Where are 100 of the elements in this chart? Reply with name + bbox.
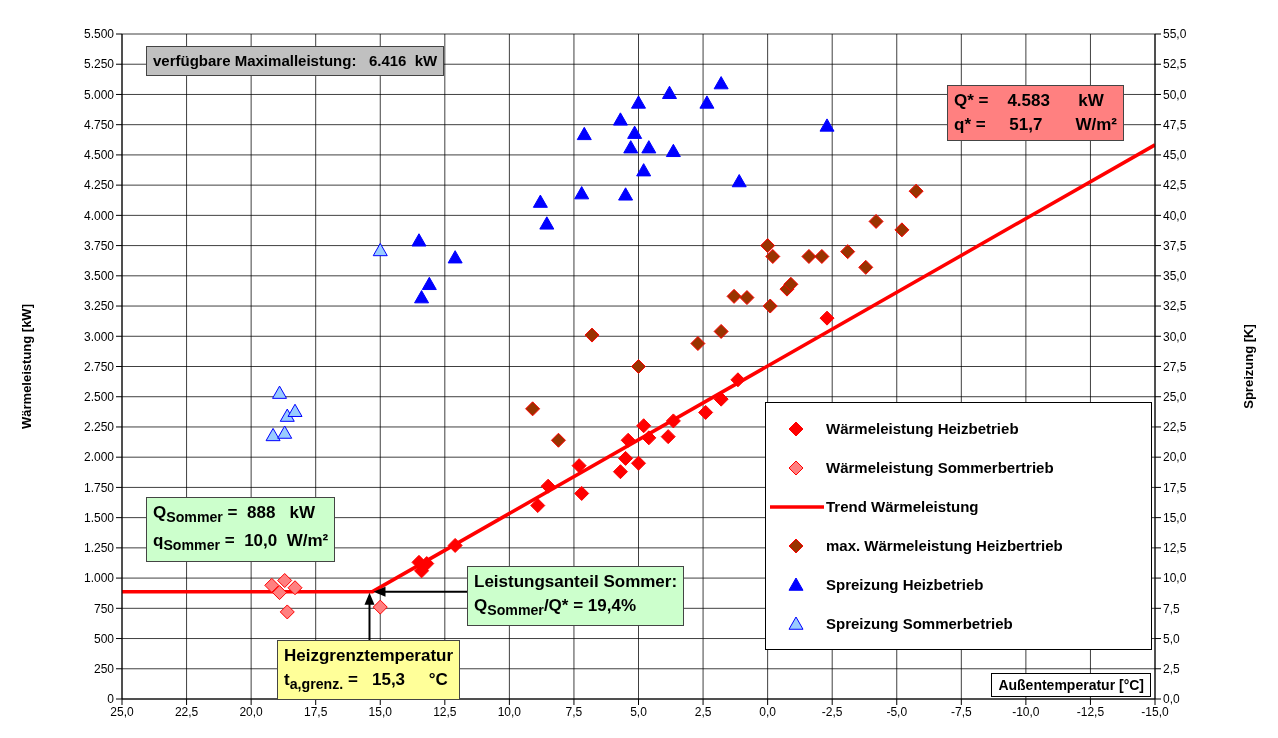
point (571, 458, 587, 474)
point (858, 259, 874, 275)
point (272, 385, 288, 399)
y2-tick-label: 20,0 (1163, 450, 1187, 465)
point (574, 485, 590, 501)
y-tick-label: 5.250 (83, 57, 115, 72)
y-tick-label: 500 (93, 631, 115, 646)
point (661, 85, 677, 99)
point (574, 186, 590, 200)
legend-label: Wärmeleistung Sommerbertrieb (826, 459, 1054, 476)
y2-tick-label: 32,5 (1163, 299, 1187, 314)
point (801, 248, 817, 264)
point (814, 248, 830, 264)
point (894, 222, 910, 238)
y-tick-label: 4.750 (83, 117, 115, 132)
point (627, 125, 643, 139)
point (612, 464, 628, 480)
point (287, 580, 303, 596)
point (726, 288, 742, 304)
y-tick-label: 250 (93, 662, 115, 677)
x-tick-label: -2,5 (821, 704, 843, 719)
y2-tick-label: 40,0 (1163, 208, 1187, 223)
point (636, 163, 652, 177)
point (713, 323, 729, 339)
point (530, 498, 546, 514)
x-tick-label: -12,5 (1076, 704, 1105, 719)
y-tick-label: 2.500 (83, 389, 115, 404)
point (623, 140, 639, 154)
point (279, 408, 295, 422)
point (665, 143, 681, 158)
y2-tick-label: 25,0 (1163, 389, 1187, 404)
legend-label: Spreizung Sommerbetrieb (826, 615, 1013, 632)
y2-tick-label: 27,5 (1163, 359, 1187, 374)
x-tick-label: 10,0 (497, 704, 522, 719)
y2-tick-label: 10,0 (1163, 571, 1187, 586)
x-tick-label: 12,5 (433, 704, 457, 719)
point (618, 450, 634, 466)
y-tick-label: 5.500 (83, 27, 115, 42)
point (731, 174, 747, 188)
point (540, 478, 556, 494)
point (819, 310, 835, 326)
point (760, 238, 776, 254)
x-tick-label: -15,0 (1141, 704, 1169, 719)
point (641, 430, 657, 446)
point (277, 573, 293, 589)
point (690, 336, 706, 352)
y2-tick-label: 15,0 (1163, 510, 1187, 525)
point (612, 112, 628, 126)
y2-tick-label: 12,5 (1163, 541, 1187, 556)
y-tick-label: 3.250 (83, 299, 115, 314)
point (532, 194, 548, 208)
x-tick-label: -7,5 (950, 704, 972, 719)
point (265, 427, 281, 442)
point (277, 425, 293, 439)
point (762, 298, 778, 314)
point (699, 95, 715, 109)
x-tick-label: 0,0 (759, 704, 777, 719)
point (713, 76, 729, 90)
y-tick-label: 750 (93, 601, 115, 616)
text: Q$_{Sommer}$ = 888 kW q$_{Sommer}$ = 10,0 W/m² (153, 503, 329, 554)
point (279, 604, 295, 620)
y-tick-label: 0 (107, 692, 115, 707)
point (620, 432, 636, 448)
x-tick-label: -10,0 (1012, 704, 1040, 719)
y-tick-label: 4.250 (83, 178, 115, 193)
x-tick-label: 20,0 (239, 704, 264, 719)
point (447, 250, 463, 264)
y-tick-label: 3.750 (83, 238, 115, 253)
point (576, 126, 592, 141)
y2-tick-label: 35,0 (1163, 269, 1187, 284)
y2-tick-label: 47,5 (1163, 117, 1187, 132)
point (665, 413, 681, 429)
y2-tick-label: 5,0 (1163, 631, 1181, 646)
y2-axis-title: Spreizung [K] (1240, 324, 1256, 409)
annotation: Q* = 4.583 kW q* = 51,7 W/m² (954, 90, 1117, 136)
point (631, 359, 646, 374)
x-tick-label: -5,0 (886, 704, 908, 719)
point (631, 95, 646, 109)
point (765, 248, 781, 264)
y2-tick-label: 42,5 (1163, 178, 1187, 193)
legend-label: Spreizung Heizbetrieb (826, 576, 984, 593)
y-tick-label: 2.750 (83, 359, 115, 374)
x-tick-label: 5,0 (630, 704, 648, 719)
point (272, 585, 288, 601)
annotation: Leistungsanteil Sommer: Q$_{Sommer}$/Q* = 19,4% (474, 571, 678, 621)
point (618, 187, 634, 201)
y2-tick-label: 50,0 (1163, 87, 1187, 102)
point (730, 372, 746, 388)
point (550, 432, 566, 448)
x-tick-label: 15,0 (368, 704, 393, 719)
y-tick-label: 4.000 (83, 208, 115, 223)
x-tick-label: 17,5 (304, 704, 328, 719)
point (539, 216, 555, 230)
point (908, 183, 924, 199)
y-tick-label: 1.250 (83, 541, 115, 556)
x-tick-label: 25,0 (110, 704, 134, 719)
y-tick-label: 5.000 (83, 87, 115, 102)
y2-tick-label: 7,5 (1163, 601, 1181, 616)
y2-tick-label: 17,5 (1163, 480, 1187, 495)
y2-tick-label: 52,5 (1163, 57, 1187, 72)
